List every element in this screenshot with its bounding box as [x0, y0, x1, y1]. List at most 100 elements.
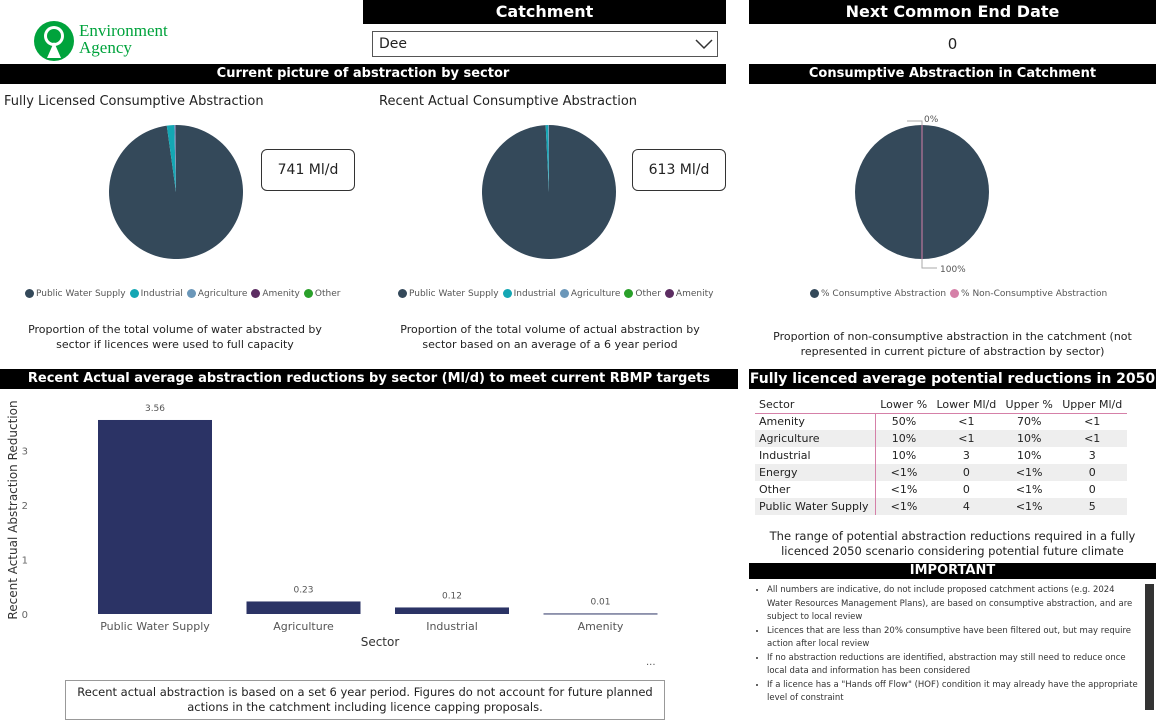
fully-licensed-total: 741 Ml/d: [261, 149, 355, 191]
table-cell: 3: [1088, 449, 1096, 462]
table-cell: Industrial: [759, 449, 811, 462]
legend-dot: [398, 289, 407, 298]
end-date-value: 0: [947, 35, 958, 53]
important-note: All numbers are indicative, do not inclu…: [767, 584, 1140, 625]
legend-item: Amenity: [251, 289, 300, 299]
table-cell: 3: [962, 449, 970, 462]
recent-actual-title: Recent Actual Consumptive Abstraction: [379, 94, 638, 109]
bar-chart-note: Recent actual abstraction is based on a …: [65, 680, 665, 720]
legend-dot: [810, 289, 819, 298]
legend-item: Industrial: [129, 289, 183, 299]
fully-licensed-pie: [109, 125, 243, 259]
consumptive-legend: % Consumptive Abstraction % Non-Consumpt…: [810, 289, 1107, 299]
table-cell: 0: [1057, 464, 1127, 481]
table-cell: 70%: [1016, 415, 1042, 429]
pie-slice-agriculture: [174, 125, 176, 192]
legend-dot: [664, 289, 674, 298]
table-cell: <1: [1084, 415, 1101, 429]
bar-data-label: 0.23: [293, 585, 313, 595]
column-header[interactable]: Sector: [759, 397, 795, 411]
column-header[interactable]: Lower %: [880, 397, 928, 411]
reductions-table: Sector Lower % Lower Ml/d Upper % Upper Ml/d…: [755, 396, 1127, 515]
catchment-dropdown[interactable]: Dee: [372, 31, 718, 57]
fully-licensed-legend: Public Water Supply Industrial Agriculture…: [25, 289, 340, 299]
fully-licensed-title: Fully Licensed Consumptive Abstraction: [4, 94, 264, 109]
bar-data-label: 0.01: [590, 597, 610, 607]
legend-item: Agriculture: [186, 289, 247, 299]
logo-line2: Agency: [79, 38, 132, 57]
consumptive-pie: [855, 120, 989, 269]
legend-label: % Consumptive Abstraction: [821, 289, 947, 299]
table-cell: 10%: [875, 447, 932, 464]
table-cell: <1%: [875, 498, 932, 515]
x-tick-label: Public Water Supply: [100, 620, 210, 633]
bar-chart-title: Recent Actual average abstraction reduct…: [0, 369, 738, 389]
legend-dot: [303, 289, 313, 298]
consumptive-caption: Proportion of non-consumptive abstractio…: [773, 330, 1132, 358]
recent-actual-legend: Public Water Supply Industrial Agriculture…: [398, 289, 713, 299]
label-zero-percent: 0%: [924, 115, 939, 125]
table-cell: 10%: [875, 430, 932, 447]
bar-industrial[interactable]: [395, 607, 509, 614]
y-tick-label: 1: [22, 556, 28, 567]
column-header[interactable]: Upper Ml/d: [1062, 397, 1123, 411]
table-header: Sector Lower % Lower Ml/d Upper % Upper Ml/d: [755, 396, 1127, 413]
environment-agency-logo: Environment Agency: [33, 20, 183, 62]
x-tick-label: Amenity: [578, 620, 624, 633]
table-row: Energy <1% 0 <1% 0: [755, 464, 1127, 481]
legend-dot: [624, 289, 634, 298]
table-cell: <1%: [1000, 498, 1058, 515]
catchment-title: Catchment: [363, 0, 726, 24]
legend-label: % Non-Consumptive Abstraction: [961, 289, 1108, 299]
table-cell: Amenity: [759, 415, 805, 429]
catchment-selected: Dee: [379, 36, 408, 52]
fully-licensed-caption: Proportion of the total volume of water …: [28, 323, 322, 351]
x-tick-label: Agriculture: [273, 620, 334, 633]
column-header[interactable]: Lower Ml/d: [936, 397, 997, 411]
x-tick-label: Industrial: [426, 620, 478, 633]
pie-slice-industrial: [166, 125, 176, 192]
reductions-title: Fully licenced average potential reducti…: [749, 369, 1156, 389]
legend-dot: [559, 289, 569, 298]
y-tick-label: 2: [22, 501, 28, 512]
bar-data-label: 0.12: [442, 591, 462, 601]
table-cell: 10%: [1016, 449, 1042, 462]
table-row: Industrial 10% 3 10% 3: [755, 447, 1127, 464]
table-cell: <1%: [1000, 464, 1058, 481]
legend-dot: [251, 289, 261, 298]
recent-actual-total: 613 Ml/d: [632, 149, 726, 191]
legend-label: Public Water Supply: [36, 289, 126, 299]
table-cell: <1: [931, 430, 1001, 447]
legend-label: Amenity: [675, 289, 714, 299]
current-section-title: Current picture of abstraction by sector: [0, 64, 726, 84]
column-header[interactable]: Upper %: [1005, 397, 1053, 411]
table-cell: <1: [1057, 430, 1127, 447]
x-axis-label: Sector: [361, 635, 400, 649]
chevron-down-icon: [695, 39, 713, 50]
legend-item: Public Water Supply: [398, 289, 499, 299]
table-cell: <1%: [875, 481, 932, 498]
bar-agriculture[interactable]: [246, 601, 361, 614]
table-cell: <1: [958, 415, 975, 429]
more-options-button[interactable]: ...: [646, 657, 656, 668]
bar-amenity[interactable]: [543, 613, 658, 615]
table-row: Public Water Supply <1% 4 <1% 5: [755, 498, 1127, 515]
table-cell: 4: [931, 498, 1001, 515]
legend-dot: [25, 289, 34, 298]
legend-item: Amenity: [664, 289, 714, 299]
scrollbar[interactable]: [1145, 584, 1154, 710]
pie-slice-industrial: [545, 125, 549, 192]
table-cell: 0: [962, 483, 970, 496]
legend-item: Other: [303, 289, 340, 299]
legend-item: Other: [624, 289, 661, 299]
legend-label: Industrial: [513, 289, 556, 299]
table-row: Amenity 50% <1 70% <1: [755, 413, 1127, 430]
bar-public-water-supply[interactable]: [98, 419, 212, 614]
table-row: Other <1% 0 <1% 0: [755, 481, 1127, 498]
y-tick-label: 0: [22, 610, 28, 621]
legend-label: Public Water Supply: [409, 289, 499, 299]
label-hundred-percent: 100%: [940, 265, 966, 275]
legend-item: Agriculture: [559, 289, 620, 299]
legend-label: Amenity: [262, 289, 300, 299]
